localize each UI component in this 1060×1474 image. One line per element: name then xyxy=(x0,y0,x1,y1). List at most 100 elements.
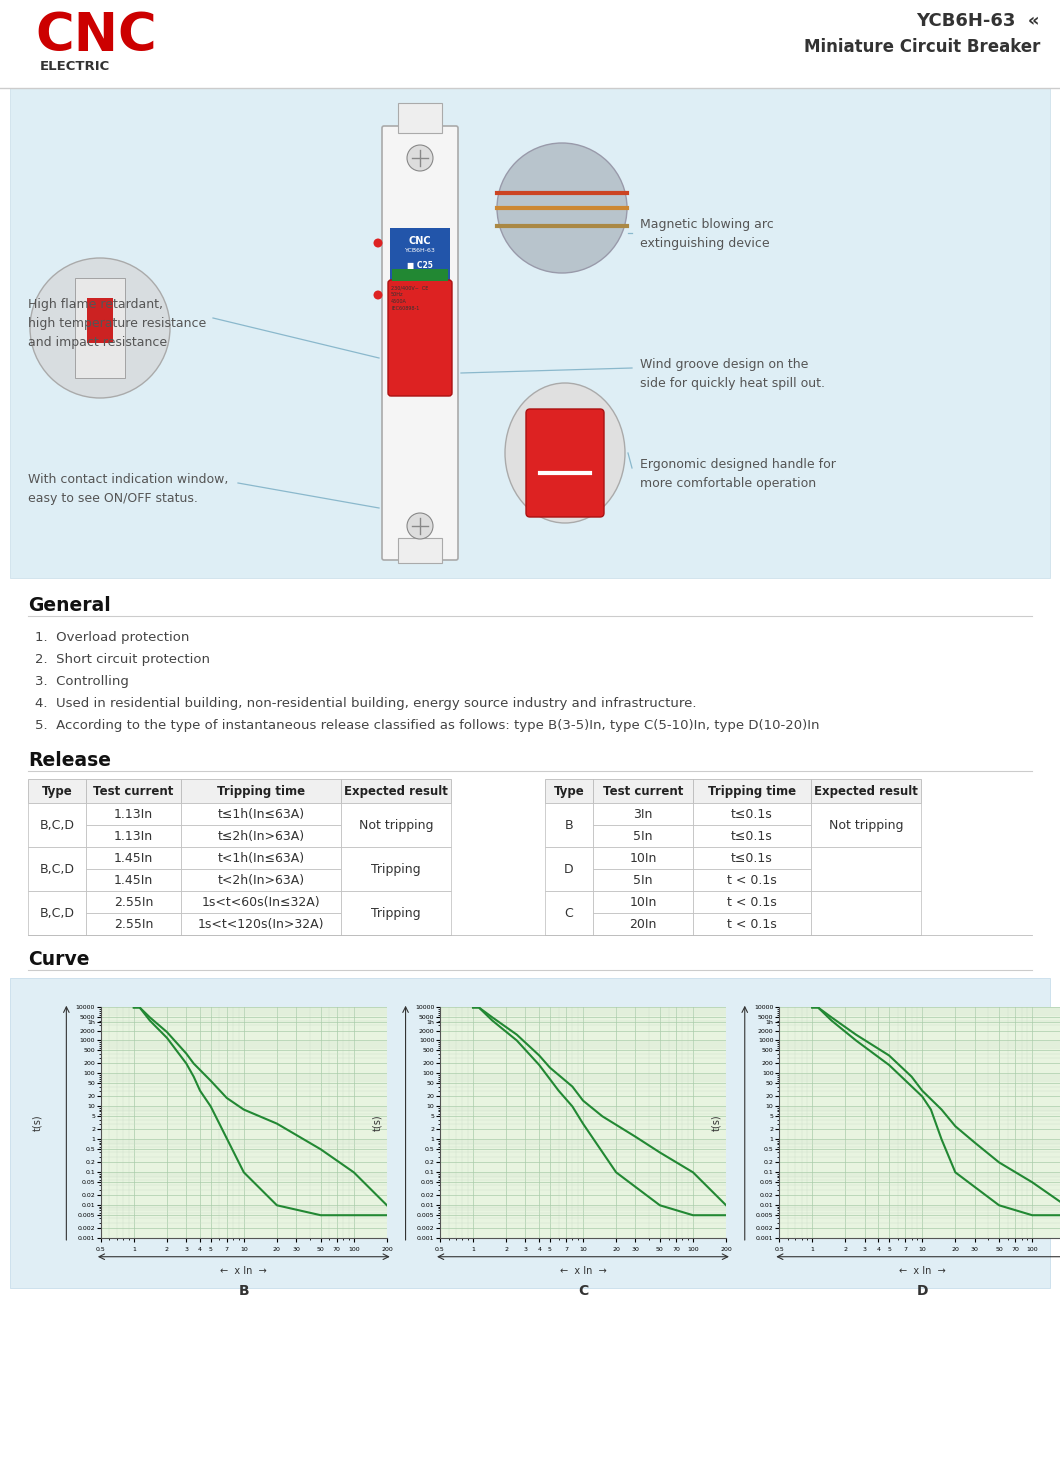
Bar xyxy=(86,912,181,935)
Circle shape xyxy=(30,258,170,398)
Bar xyxy=(341,848,450,890)
Text: B,C,D: B,C,D xyxy=(39,862,74,876)
Text: With contact indication window,
easy to see ON/OFF status.: With contact indication window, easy to … xyxy=(28,473,228,506)
Text: Curve: Curve xyxy=(28,951,89,968)
Bar xyxy=(341,778,450,803)
Text: Ergonomic designed handle for
more comfortable operation: Ergonomic designed handle for more comfo… xyxy=(640,458,836,489)
Text: 1.45In: 1.45In xyxy=(113,852,153,864)
Bar xyxy=(28,803,86,848)
Bar xyxy=(341,890,450,935)
Bar xyxy=(593,912,693,935)
Text: CNC: CNC xyxy=(409,236,431,246)
Bar xyxy=(181,912,341,935)
Text: 5In: 5In xyxy=(633,874,653,886)
Text: t(s): t(s) xyxy=(711,1114,721,1131)
Text: Tripping time: Tripping time xyxy=(217,784,305,797)
Text: t≤0.1s: t≤0.1s xyxy=(731,808,773,821)
Text: YCB6H-63: YCB6H-63 xyxy=(405,248,436,254)
Bar xyxy=(593,825,693,848)
Bar xyxy=(87,298,113,343)
Bar xyxy=(392,268,448,282)
Text: Tripping: Tripping xyxy=(371,907,421,920)
Text: 1.13In: 1.13In xyxy=(113,830,153,843)
Text: 230/400V~  CE: 230/400V~ CE xyxy=(391,284,428,290)
Text: ELECTRIC: ELECTRIC xyxy=(40,60,110,74)
Text: ■ C25: ■ C25 xyxy=(407,261,432,270)
Bar xyxy=(28,848,86,890)
Text: 10In: 10In xyxy=(630,852,657,864)
Text: Expected result: Expected result xyxy=(814,784,918,797)
Bar xyxy=(811,848,921,890)
Text: Tripping: Tripping xyxy=(371,862,421,876)
Bar xyxy=(75,279,125,377)
Text: CNC: CNC xyxy=(35,10,157,62)
Text: 2.55In: 2.55In xyxy=(113,917,154,930)
Bar xyxy=(86,848,181,870)
Text: IEC60898-1: IEC60898-1 xyxy=(391,307,420,311)
Text: 4500A: 4500A xyxy=(391,299,407,304)
Text: Expected result: Expected result xyxy=(344,784,448,797)
Bar xyxy=(10,979,1050,1288)
Bar xyxy=(693,870,811,890)
Text: 1.13In: 1.13In xyxy=(113,808,153,821)
Circle shape xyxy=(497,143,628,273)
Text: 1.  Overload protection: 1. Overload protection xyxy=(35,631,190,644)
Bar xyxy=(693,890,811,912)
Bar xyxy=(693,825,811,848)
Text: 3.  Controlling: 3. Controlling xyxy=(35,675,129,688)
Text: ←  x In  →: ← x In → xyxy=(220,1266,267,1276)
Circle shape xyxy=(407,513,432,539)
Text: t<2h(In>63A): t<2h(In>63A) xyxy=(217,874,304,886)
Text: ←  x In  →: ← x In → xyxy=(899,1266,946,1276)
Bar xyxy=(811,778,921,803)
Bar xyxy=(693,848,811,870)
Bar xyxy=(593,803,693,825)
Text: Type: Type xyxy=(41,784,72,797)
Text: Test current: Test current xyxy=(93,784,174,797)
Text: Test current: Test current xyxy=(603,784,684,797)
Circle shape xyxy=(373,239,383,248)
Text: Not tripping: Not tripping xyxy=(829,818,903,831)
Bar xyxy=(693,803,811,825)
Bar xyxy=(593,848,693,870)
Bar xyxy=(181,825,341,848)
Text: D: D xyxy=(917,1284,928,1299)
Text: t≤0.1s: t≤0.1s xyxy=(731,830,773,843)
Bar xyxy=(86,803,181,825)
Text: General: General xyxy=(28,595,110,615)
Text: B: B xyxy=(238,1284,249,1299)
Circle shape xyxy=(373,290,383,299)
Text: C: C xyxy=(565,907,573,920)
Text: 5.  According to the type of instantaneous release classified as follows: type B: 5. According to the type of instantaneou… xyxy=(35,719,819,733)
Text: 1s<t<60s(In≤32A): 1s<t<60s(In≤32A) xyxy=(201,896,320,908)
Bar xyxy=(545,778,593,803)
Text: t<1h(In≤63A): t<1h(In≤63A) xyxy=(217,852,304,864)
Bar xyxy=(28,890,86,935)
Bar xyxy=(86,890,181,912)
Text: t(s): t(s) xyxy=(33,1114,42,1131)
Text: 4.  Used in residential building, non-residential building, energy source indust: 4. Used in residential building, non-res… xyxy=(35,697,696,710)
Text: 2.55In: 2.55In xyxy=(113,896,154,908)
Bar xyxy=(181,890,341,912)
Text: ←  x In  →: ← x In → xyxy=(560,1266,606,1276)
Text: 50Hz: 50Hz xyxy=(391,292,404,296)
Text: C: C xyxy=(578,1284,588,1299)
Text: 2.  Short circuit protection: 2. Short circuit protection xyxy=(35,653,210,666)
Bar xyxy=(86,870,181,890)
Text: t≤1h(In≤63A): t≤1h(In≤63A) xyxy=(217,808,304,821)
Bar xyxy=(181,803,341,825)
Text: 5In: 5In xyxy=(633,830,653,843)
Text: t < 0.1s: t < 0.1s xyxy=(727,917,777,930)
Text: 1.45In: 1.45In xyxy=(113,874,153,886)
Bar xyxy=(593,890,693,912)
Text: t < 0.1s: t < 0.1s xyxy=(727,874,777,886)
Text: t≤0.1s: t≤0.1s xyxy=(731,852,773,864)
Text: 20In: 20In xyxy=(630,917,657,930)
Text: Release: Release xyxy=(28,750,111,769)
Text: 3In: 3In xyxy=(633,808,653,821)
Bar xyxy=(811,890,921,935)
Circle shape xyxy=(407,144,432,171)
Text: t(s): t(s) xyxy=(372,1114,382,1131)
Text: B,C,D: B,C,D xyxy=(39,907,74,920)
Text: D: D xyxy=(564,862,573,876)
